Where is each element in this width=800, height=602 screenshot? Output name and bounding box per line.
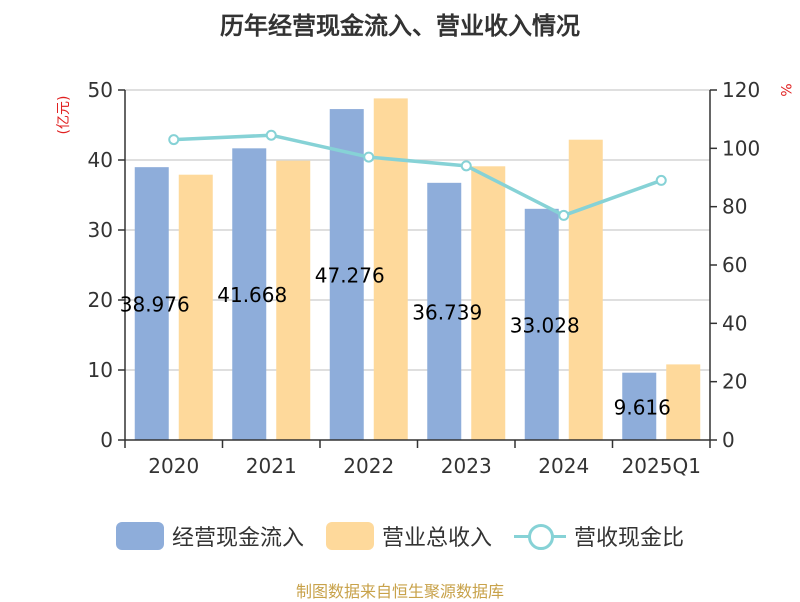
y-right-tick-label: 80 <box>722 195 747 219</box>
legend-label-ratio: 营收现金比 <box>574 526 685 551</box>
data-label: 9.616 <box>614 395 671 419</box>
y-right-unit: % <box>777 83 793 96</box>
bar-cash-inflow <box>524 208 559 440</box>
data-label: 36.739 <box>412 300 482 324</box>
bar-revenue <box>666 364 701 440</box>
bar-cash-inflow <box>134 167 169 440</box>
legend-label-revenue: 营业总收入 <box>381 526 492 551</box>
labels-layer: 38.976 41.668 47.276 36.739 33.028 9.616 <box>120 264 671 420</box>
bar-cash-inflow <box>427 182 462 440</box>
legend-swatch-revenue <box>325 522 374 550</box>
y-left-tick-label: 40 <box>88 148 113 172</box>
data-label: 41.668 <box>217 283 287 307</box>
y-left-tick-label: 20 <box>88 288 113 312</box>
y-right-tick-label: 20 <box>722 370 747 394</box>
bar-revenue <box>178 174 213 440</box>
point-ratio <box>460 160 472 172</box>
data-label: 47.276 <box>315 264 385 288</box>
bar-cash-inflow <box>622 372 657 440</box>
y-right-tick-label: 100 <box>722 136 760 160</box>
chart-title: 历年经营现金流入、营业收入情况 <box>220 12 580 40</box>
point-ratio <box>558 209 570 221</box>
point-ratio <box>363 151 375 163</box>
legend: 经营现金流入 营业总收入 营收现金比 <box>0 516 800 556</box>
y-right-tick-label: 120 <box>722 78 760 102</box>
bars-layer <box>134 98 701 441</box>
x-tick-label: 2022 <box>343 454 394 478</box>
bar-cash-inflow <box>232 148 267 440</box>
y-right-tick-label: 60 <box>722 253 747 277</box>
bar-revenue <box>471 166 506 441</box>
bar-revenue <box>373 98 408 441</box>
point-ratio <box>655 174 667 186</box>
point-ratio <box>265 129 277 141</box>
point-ratio <box>168 134 180 146</box>
y-right-tick-label: 0 <box>722 428 735 452</box>
y-left-tick-label: 0 <box>100 428 113 452</box>
legend-item-cash-inflow[interactable]: 经营现金流入 <box>115 520 304 552</box>
line-ratio <box>173 133 662 218</box>
line-layer <box>168 129 667 221</box>
bar-revenue <box>568 139 603 440</box>
x-tick-label: 2025Q1 <box>622 454 701 478</box>
legend-label-cash-inflow: 经营现金流入 <box>171 526 304 551</box>
x-tick-label: 2021 <box>246 454 297 478</box>
data-label: 33.028 <box>510 313 580 337</box>
source-note: 制图数据来自恒生聚源数据库 <box>295 582 504 601</box>
axes-layer: 0 10 20 30 40 50 0 20 40 60 80 100 120 2020 2021 2022 20… <box>88 78 761 478</box>
bar-cash-inflow <box>329 109 364 441</box>
x-tick-label: 2020 <box>148 454 199 478</box>
legend-item-ratio[interactable]: 营收现金比 <box>514 520 684 552</box>
y-left-tick-label: 50 <box>88 78 113 102</box>
y-left-tick-label: 10 <box>88 358 113 382</box>
legend-item-revenue[interactable]: 营业总收入 <box>325 520 492 552</box>
legend-line-marker <box>528 524 554 550</box>
bar-revenue <box>276 160 311 440</box>
legend-line-ratio <box>514 522 566 550</box>
x-tick-label: 2023 <box>441 454 492 478</box>
y-left-tick-label: 30 <box>88 218 113 242</box>
x-tick-label: 2024 <box>538 454 589 478</box>
y-right-tick-label: 40 <box>722 311 747 335</box>
legend-swatch-cash-inflow <box>115 522 164 550</box>
data-label: 38.976 <box>120 293 190 317</box>
y-left-unit: (亿元) <box>56 96 72 135</box>
